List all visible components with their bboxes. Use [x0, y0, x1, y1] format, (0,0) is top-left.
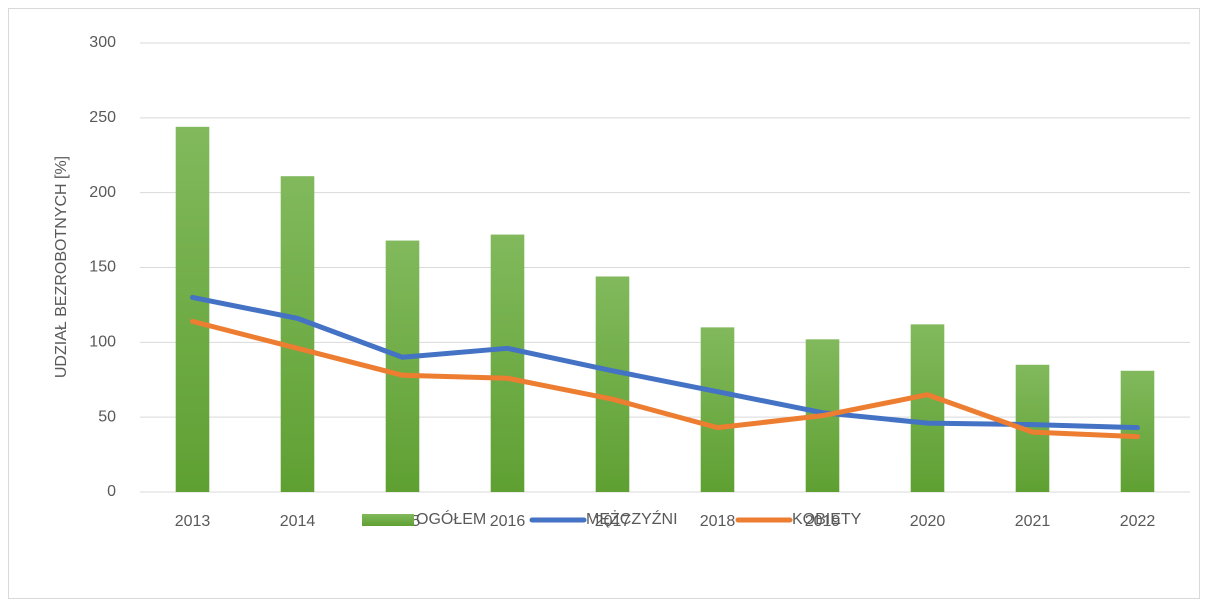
- bar: [700, 327, 735, 492]
- y-tick-label: 250: [89, 109, 116, 126]
- y-tick-label: 150: [89, 259, 116, 276]
- x-tick-label: 2013: [175, 513, 211, 530]
- x-tick-label: 2018: [700, 513, 736, 530]
- y-tick-label: 300: [89, 34, 116, 51]
- bar: [910, 324, 945, 492]
- x-tick-label: 2021: [1015, 513, 1051, 530]
- x-tick-label: 2022: [1120, 513, 1156, 530]
- line: [190, 294, 1140, 431]
- legend-label: MĘŻCZYŹNI: [586, 509, 678, 528]
- line: [190, 318, 1140, 440]
- y-tick-label: 50: [98, 408, 116, 425]
- bar: [490, 234, 525, 492]
- legend-swatch: [362, 514, 414, 526]
- x-tick-label: 2019: [805, 513, 841, 530]
- legend-label: OGÓŁEM: [416, 509, 486, 528]
- x-tick-label: 2017: [595, 513, 631, 530]
- x-tick-label: 2020: [910, 513, 946, 530]
- bar: [385, 240, 420, 492]
- bar: [1120, 370, 1155, 492]
- y-tick-label: 200: [89, 184, 116, 201]
- y-tick-label: 100: [89, 334, 116, 351]
- x-tick-label: 2016: [490, 513, 526, 530]
- legend-label: KOBIETY: [792, 511, 862, 528]
- bar: [595, 276, 630, 492]
- x-tick-label: 2014: [280, 513, 316, 530]
- bar: [280, 176, 315, 492]
- y-axis-label: UDZIAŁ BEZROBOTNYCH [%]: [53, 156, 70, 378]
- y-tick-label: 0: [107, 483, 116, 500]
- bar: [175, 126, 210, 493]
